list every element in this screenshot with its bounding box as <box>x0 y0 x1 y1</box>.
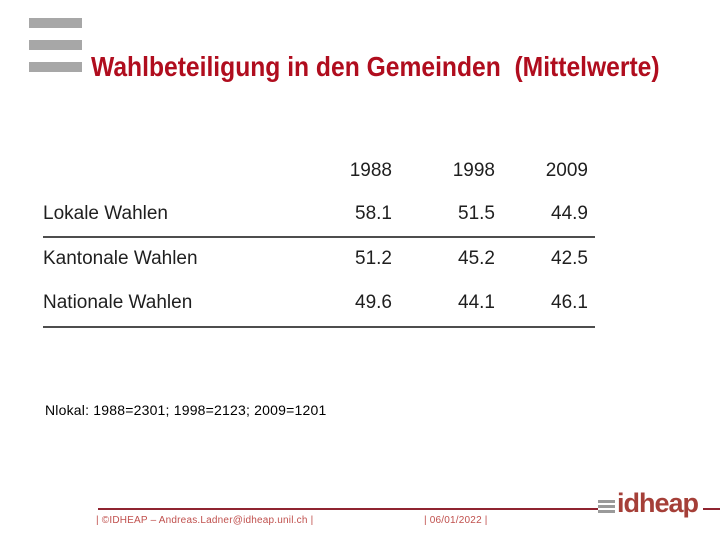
footer-divider-line <box>98 508 720 510</box>
data-table: 1988 1998 2009 Lokale Wahlen 58.1 51.5 4… <box>43 150 595 328</box>
cell-value: 44.9 <box>495 192 595 238</box>
footer-date: | 06/01/2022 | <box>424 515 488 526</box>
table-header-empty <box>43 150 303 192</box>
idheap-logo-text: idheap <box>617 487 699 518</box>
row-label: Lokale Wahlen <box>43 192 303 238</box>
corner-bar-icon <box>29 40 82 50</box>
slide-corner-bars-icon <box>29 18 82 73</box>
cell-value: 49.6 <box>303 279 392 328</box>
cell-value: 51.2 <box>355 247 392 269</box>
row-label: Kantonale Wahlen <box>43 247 198 269</box>
footer-copyright: | ©IDHEAP – Andreas.Ladner@idheap.unil.c… <box>96 515 314 526</box>
table-row-kantonale-wahlen: Kantonale Wahlen 51.2 45.2 42.5 <box>43 237 595 279</box>
corner-bar-icon <box>29 18 82 28</box>
cell-value: 51.5 <box>392 192 495 238</box>
cell-value: 58.1 <box>303 192 392 238</box>
table-row-nationale-wahlen: Nationale Wahlen 49.6 44.1 46.1 <box>43 279 595 328</box>
idheap-logo-bars-icon <box>598 499 615 513</box>
row-label: Nationale Wahlen <box>43 279 303 328</box>
cell-value: 42.5 <box>551 247 588 269</box>
idheap-logo: idheap <box>598 487 704 519</box>
page-title: Wahlbeteiligung in den Gemeinden (Mittel… <box>91 51 660 82</box>
corner-bar-icon <box>29 62 82 72</box>
cell-value: 45.2 <box>458 247 495 269</box>
table-header-row: 1988 1998 2009 <box>43 150 595 192</box>
cell-value: 44.1 <box>392 279 495 328</box>
cell-value: 46.1 <box>495 279 595 328</box>
table-header-1998: 1998 <box>452 160 495 181</box>
table-header-1988: 1988 <box>349 160 392 181</box>
table-header-2009: 2009 <box>545 160 588 181</box>
table-row-lokale-wahlen: Lokale Wahlen 58.1 51.5 44.9 <box>43 192 595 238</box>
sample-size-note: Nlokal: 1988=2301; 1998=2123; 2009=1201 <box>45 402 327 418</box>
